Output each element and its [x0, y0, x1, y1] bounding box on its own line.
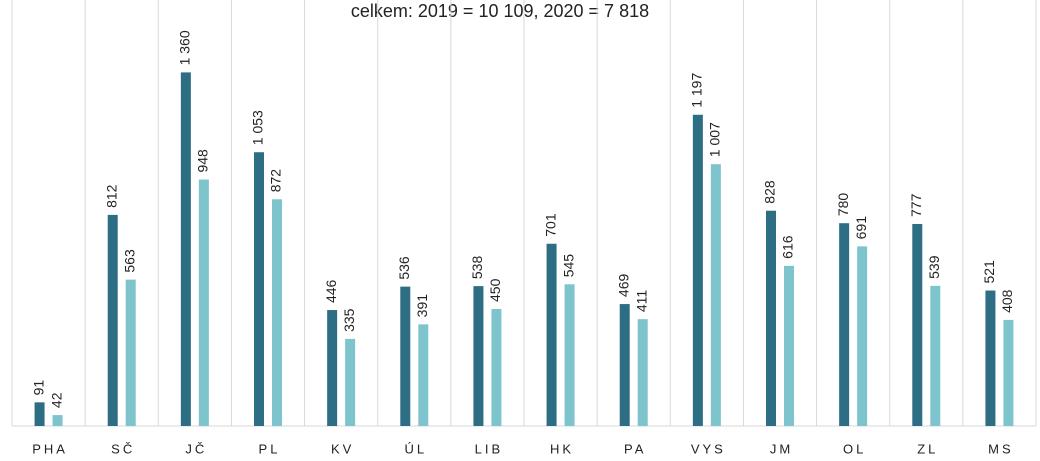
- bar: [710, 164, 721, 426]
- bar: [34, 402, 45, 426]
- bar: [418, 324, 429, 426]
- value-label: 91: [30, 380, 46, 396]
- bar: [198, 179, 209, 426]
- bar: [180, 72, 191, 427]
- value-label: 536: [396, 256, 412, 280]
- value-label: 408: [999, 289, 1015, 313]
- x-tick-label: VYS: [691, 441, 726, 456]
- value-label: 42: [48, 392, 64, 408]
- x-tick-label: KV: [331, 441, 354, 456]
- bar: [1003, 319, 1014, 426]
- value-label: 701: [542, 213, 558, 237]
- bar: [546, 243, 557, 426]
- bar: [637, 319, 648, 426]
- x-tick-label: OL: [843, 441, 866, 456]
- value-label: 828: [762, 180, 778, 204]
- value-label: 446: [323, 279, 339, 303]
- x-tick-label: PHA: [32, 441, 68, 456]
- value-label: 777: [908, 193, 924, 217]
- value-label: 450: [487, 278, 503, 302]
- value-label: 563: [121, 249, 137, 273]
- value-label: 1 197: [689, 73, 705, 108]
- bar: [473, 286, 484, 426]
- x-tick-label: SČ: [111, 441, 135, 456]
- x-tick-label: HK: [550, 441, 574, 456]
- x-tick-label: MS: [988, 441, 1014, 456]
- bar: [564, 284, 575, 426]
- bar: [345, 338, 356, 426]
- bar: [254, 152, 264, 426]
- bar: [125, 279, 136, 426]
- x-tick-label: PL: [259, 441, 281, 456]
- value-label: 391: [414, 294, 430, 318]
- value-label: 812: [103, 184, 119, 208]
- bar: [107, 214, 118, 426]
- value-label: 411: [633, 290, 649, 313]
- x-tick-label: PA: [624, 441, 646, 456]
- value-label: 538: [469, 256, 485, 280]
- value-label: 469: [615, 273, 631, 297]
- bar: [619, 304, 630, 426]
- x-tick-label: JČ: [185, 441, 207, 456]
- x-tick-label: LIB: [475, 441, 504, 456]
- x-tick-label: JM: [770, 441, 793, 456]
- value-label: 948: [195, 149, 211, 173]
- bar: [327, 310, 338, 426]
- value-label: 872: [268, 169, 284, 193]
- bar: [52, 415, 63, 426]
- x-tick-label: ZL: [917, 441, 938, 456]
- bar: [400, 286, 411, 426]
- bar: [985, 290, 996, 426]
- bar: [766, 210, 776, 426]
- x-tick-label: ÚL: [404, 441, 427, 456]
- bar: [491, 309, 502, 426]
- value-label: 616: [780, 235, 796, 259]
- bar: [692, 114, 703, 426]
- value-label: 521: [981, 260, 997, 284]
- value-label: 780: [835, 193, 851, 217]
- value-label: 691: [853, 216, 869, 240]
- chart-subtitle: celkem: 2019 = 10 109, 2020 = 7 818: [351, 1, 649, 21]
- bar: [784, 265, 794, 426]
- bar: [839, 223, 850, 426]
- bar: [272, 199, 282, 426]
- value-label: 1 360: [177, 30, 193, 65]
- value-label: 1 053: [250, 110, 266, 145]
- bar: [912, 223, 923, 426]
- bar: [857, 246, 868, 426]
- value-label: 1 007: [707, 122, 723, 157]
- bar: [930, 285, 941, 426]
- value-label: 335: [341, 308, 357, 332]
- value-label: 545: [560, 254, 576, 278]
- value-label: 539: [926, 255, 942, 279]
